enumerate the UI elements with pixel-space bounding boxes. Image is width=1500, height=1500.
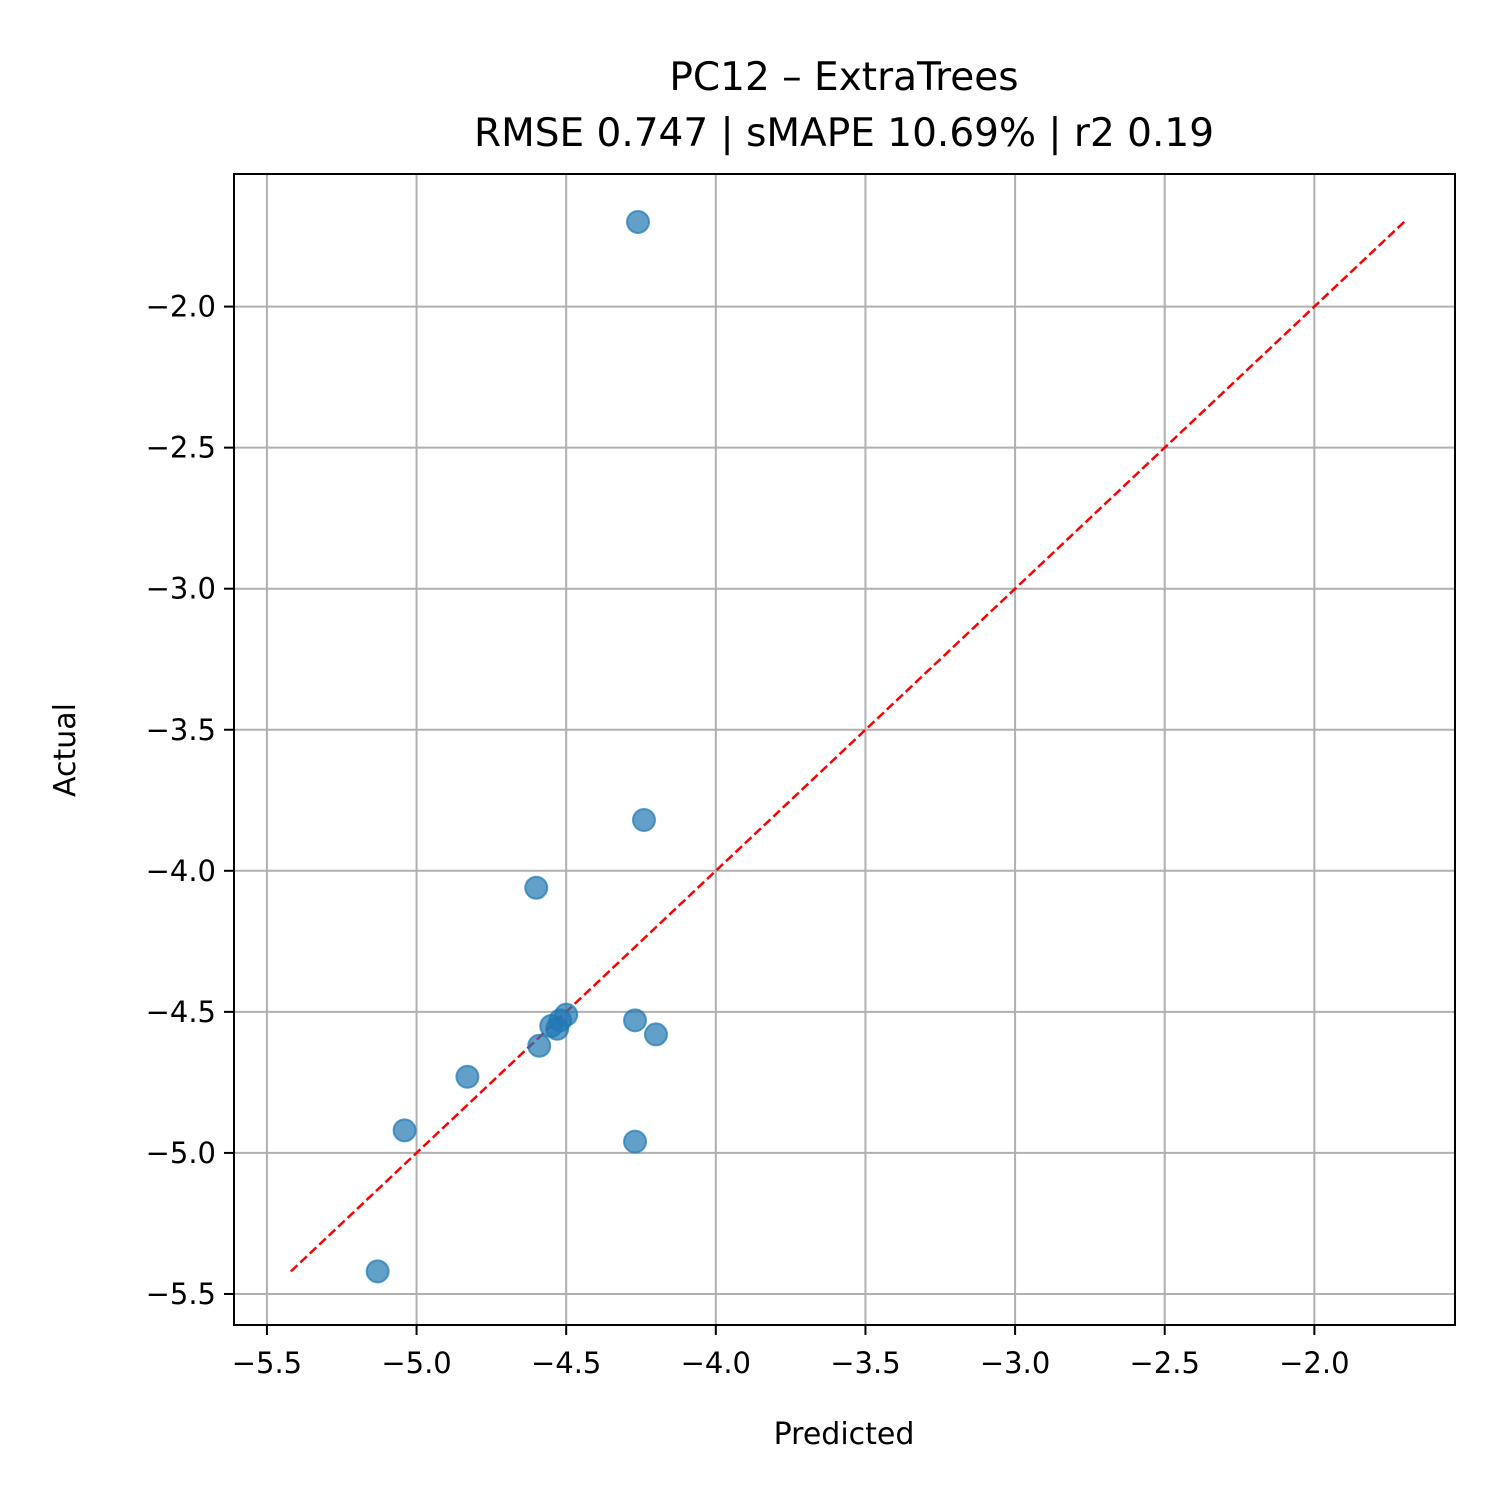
x-tick-label: −4.5 <box>531 1346 601 1380</box>
data-point <box>455 1064 480 1089</box>
y-tick-label: −2.0 <box>146 290 216 324</box>
data-point <box>524 875 549 900</box>
plot-frame <box>233 173 1456 1326</box>
x-tick-label: −5.0 <box>381 1346 451 1380</box>
data-point <box>392 1118 417 1143</box>
y-tick-label: −3.0 <box>146 572 216 606</box>
data-point <box>623 1008 648 1033</box>
y-tick-label: −5.0 <box>146 1136 216 1170</box>
x-tick-label: −2.0 <box>1279 1346 1349 1380</box>
identity-reference-line <box>290 221 1405 1273</box>
y-axis-label: Actual <box>48 703 83 797</box>
scatter-points <box>365 209 668 1284</box>
x-tick-label: −3.5 <box>830 1346 900 1380</box>
y-tick-label: −5.5 <box>146 1277 216 1311</box>
x-tick-label: −4.0 <box>681 1346 751 1380</box>
axis-ticks: −5.5 −5.0 −4.5 −4.0 −3.5 −3.0 −2.5 −2.0 −5.5 −5.0… <box>146 290 1350 1380</box>
y-tick-label: −2.5 <box>146 431 216 465</box>
y-tick-label: −4.5 <box>146 995 216 1029</box>
data-point <box>623 1129 648 1154</box>
y-tick-label: −4.0 <box>146 854 216 888</box>
data-point <box>545 1016 570 1041</box>
grid <box>234 174 1455 1325</box>
x-axis-label: Predicted <box>774 1417 915 1452</box>
data-point <box>626 209 651 234</box>
x-tick-label: −5.5 <box>232 1346 302 1380</box>
y-tick-label: −3.5 <box>146 713 216 747</box>
x-tick-label: −3.0 <box>980 1346 1050 1380</box>
x-tick-label: −2.5 <box>1130 1346 1200 1380</box>
chart-title: PC12 – ExtraTrees <box>669 55 1018 100</box>
data-point <box>631 808 656 833</box>
data-point <box>643 1022 668 1047</box>
data-point <box>527 1033 552 1058</box>
data-point <box>365 1259 390 1284</box>
chart-subtitle: RMSE 0.747 | sMAPE 10.69% | r2 0.19 <box>474 111 1214 156</box>
